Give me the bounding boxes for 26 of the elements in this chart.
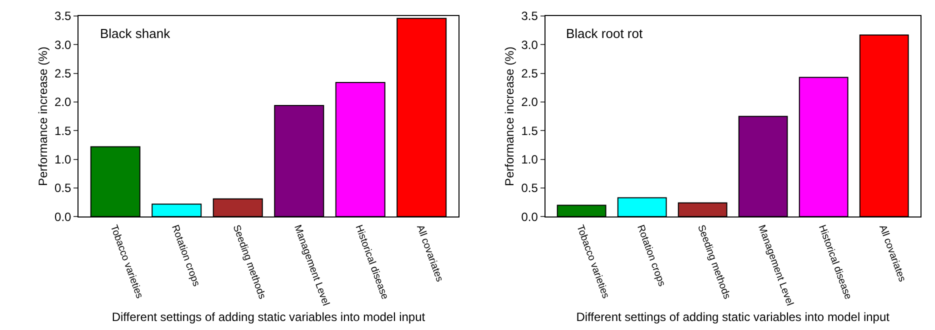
y-tick-label: 2.0	[521, 95, 538, 110]
y-tick-label: 0.5	[54, 181, 72, 196]
x-tick-label: Rotation crops	[634, 224, 667, 288]
x-axis-title: Different settings of adding static variables into model input	[112, 310, 426, 324]
y-tick-label: 0.5	[521, 181, 538, 196]
y-tick-label: 3.5	[521, 9, 538, 24]
y-tick-label: 1.5	[54, 124, 72, 138]
y-tick-label: 2.5	[521, 66, 538, 81]
text: Black shank	[100, 26, 171, 41]
y-tick-label: 2.0	[54, 95, 72, 110]
y-tick-label: 0.0	[521, 210, 538, 224]
x-tick-label: Tobacco varieties	[574, 224, 611, 300]
y-tick-label: 1.5	[521, 124, 538, 138]
y-tick-label: 3.0	[54, 38, 72, 52]
y-tick-label: 1.0	[54, 152, 72, 167]
y-tick-label: 0.0	[54, 210, 72, 224]
y-tick-label: 3.0	[521, 38, 538, 52]
x-tick-label: Rotation crops	[169, 224, 202, 288]
text: Black root rot	[566, 26, 643, 41]
x-tick-label: Tobacco varieties	[108, 224, 145, 300]
y-tick-label: 3.5	[54, 9, 72, 24]
y-tick-label: 2.5	[54, 66, 72, 81]
y-axis-title: Performance increase (%)	[502, 46, 516, 186]
x-axis-title: Different settings of adding static variables into model input	[576, 310, 890, 324]
y-axis-title: Performance increase (%)	[36, 46, 50, 186]
y-tick-label: 1.0	[521, 152, 538, 167]
